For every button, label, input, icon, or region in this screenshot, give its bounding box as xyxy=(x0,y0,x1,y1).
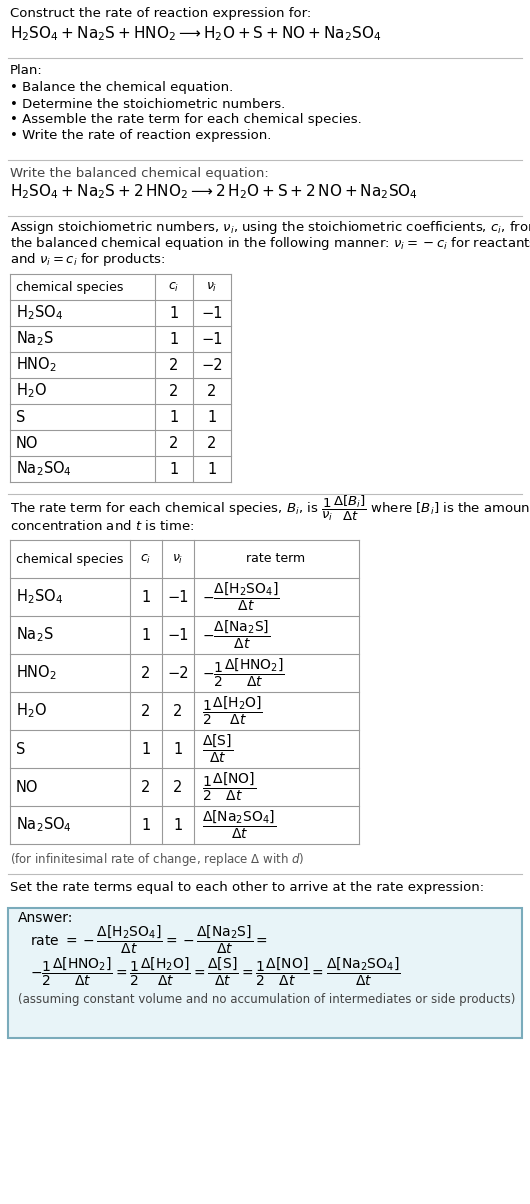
Text: S: S xyxy=(16,742,25,756)
Text: $\dfrac{\Delta[\mathrm{S}]}{\Delta t}$: $\dfrac{\Delta[\mathrm{S}]}{\Delta t}$ xyxy=(202,733,233,766)
Text: 2: 2 xyxy=(173,703,183,719)
Text: 2: 2 xyxy=(169,436,179,450)
FancyBboxPatch shape xyxy=(8,908,522,1038)
Text: 2: 2 xyxy=(207,436,217,450)
Text: rate term: rate term xyxy=(246,553,306,566)
Text: • Balance the chemical equation.: • Balance the chemical equation. xyxy=(10,82,233,94)
Text: 1: 1 xyxy=(173,818,183,832)
Text: 2: 2 xyxy=(207,384,217,399)
Text: 2: 2 xyxy=(169,384,179,399)
Text: Write the balanced chemical equation:: Write the balanced chemical equation: xyxy=(10,167,269,181)
Text: $\mathrm{H_2O}$: $\mathrm{H_2O}$ xyxy=(16,702,47,720)
Text: and $\nu_i = c_i$ for products:: and $\nu_i = c_i$ for products: xyxy=(10,252,165,268)
Text: Plan:: Plan: xyxy=(10,64,43,77)
Text: −2: −2 xyxy=(201,358,223,372)
Text: $-\dfrac{1}{2}\dfrac{\Delta[\mathrm{HNO_2}]}{\Delta t}$: $-\dfrac{1}{2}\dfrac{\Delta[\mathrm{HNO_… xyxy=(202,657,285,689)
Text: Construct the rate of reaction expression for:: Construct the rate of reaction expressio… xyxy=(10,7,311,20)
Text: 1: 1 xyxy=(170,306,179,320)
Text: 1: 1 xyxy=(142,742,151,756)
Text: $\mathrm{HNO_2}$: $\mathrm{HNO_2}$ xyxy=(16,355,57,374)
Text: 1: 1 xyxy=(173,742,183,756)
Text: 1: 1 xyxy=(207,461,217,477)
Text: $\mathrm{HNO_2}$: $\mathrm{HNO_2}$ xyxy=(16,663,57,683)
Text: $\mathrm{H_2SO_4 + Na_2S + HNO_2 \longrightarrow H_2O + S + NO + Na_2SO_4}$: $\mathrm{H_2SO_4 + Na_2S + HNO_2 \longri… xyxy=(10,24,382,43)
Text: 2: 2 xyxy=(173,779,183,795)
Text: 2: 2 xyxy=(142,779,151,795)
Text: Set the rate terms equal to each other to arrive at the rate expression:: Set the rate terms equal to each other t… xyxy=(10,881,484,895)
Text: 1: 1 xyxy=(170,331,179,347)
Text: The rate term for each chemical species, $B_i$, is $\dfrac{1}{\nu_i}\dfrac{\Delt: The rate term for each chemical species,… xyxy=(10,494,530,523)
Text: NO: NO xyxy=(16,436,39,450)
Text: rate $= -\dfrac{\Delta[\mathrm{H_2SO_4}]}{\Delta t} = -\dfrac{\Delta[\mathrm{Na_: rate $= -\dfrac{\Delta[\mathrm{H_2SO_4}]… xyxy=(30,923,268,956)
Text: 2: 2 xyxy=(142,703,151,719)
Text: $\mathrm{H_2SO_4}$: $\mathrm{H_2SO_4}$ xyxy=(16,588,63,607)
Text: 2: 2 xyxy=(142,666,151,680)
Text: • Write the rate of reaction expression.: • Write the rate of reaction expression. xyxy=(10,130,271,142)
Text: • Assemble the rate term for each chemical species.: • Assemble the rate term for each chemic… xyxy=(10,113,362,126)
Text: chemical species: chemical species xyxy=(16,281,123,294)
Text: $c_i$: $c_i$ xyxy=(140,553,152,566)
Text: $\mathrm{Na_2S}$: $\mathrm{Na_2S}$ xyxy=(16,626,54,644)
Text: 1: 1 xyxy=(142,590,151,604)
Text: 1: 1 xyxy=(142,818,151,832)
Text: 2: 2 xyxy=(169,358,179,372)
Text: chemical species: chemical species xyxy=(16,553,123,566)
Text: 1: 1 xyxy=(142,627,151,643)
Text: $c_i$: $c_i$ xyxy=(169,281,180,294)
Text: Assign stoichiometric numbers, $\nu_i$, using the stoichiometric coefficients, $: Assign stoichiometric numbers, $\nu_i$, … xyxy=(10,219,530,236)
Text: • Determine the stoichiometric numbers.: • Determine the stoichiometric numbers. xyxy=(10,98,285,111)
Text: −1: −1 xyxy=(201,306,223,320)
Text: concentration and $t$ is time:: concentration and $t$ is time: xyxy=(10,519,194,533)
Text: NO: NO xyxy=(16,779,39,795)
Text: $\dfrac{\Delta[\mathrm{Na_2SO_4}]}{\Delta t}$: $\dfrac{\Delta[\mathrm{Na_2SO_4}]}{\Delt… xyxy=(202,809,276,842)
Text: $\nu_i$: $\nu_i$ xyxy=(172,553,184,566)
Text: (assuming constant volume and no accumulation of intermediates or side products): (assuming constant volume and no accumul… xyxy=(18,993,515,1007)
Text: 1: 1 xyxy=(170,461,179,477)
Text: (for infinitesimal rate of change, replace Δ with $d$): (for infinitesimal rate of change, repla… xyxy=(10,851,304,868)
Text: Answer:: Answer: xyxy=(18,911,73,925)
Text: $\mathrm{Na_2SO_4}$: $\mathrm{Na_2SO_4}$ xyxy=(16,815,72,834)
Text: $\mathrm{H_2SO_4 + Na_2S + 2\,HNO_2 \longrightarrow 2\,H_2O + S + 2\,NO + Na_2SO: $\mathrm{H_2SO_4 + Na_2S + 2\,HNO_2 \lon… xyxy=(10,183,418,201)
Text: −1: −1 xyxy=(201,331,223,347)
Text: S: S xyxy=(16,409,25,425)
Text: −2: −2 xyxy=(167,666,189,680)
Text: $-\dfrac{\Delta[\mathrm{H_2SO_4}]}{\Delta t}$: $-\dfrac{\Delta[\mathrm{H_2SO_4}]}{\Delt… xyxy=(202,580,279,613)
Text: $\mathrm{Na_2S}$: $\mathrm{Na_2S}$ xyxy=(16,330,54,348)
Text: the balanced chemical equation in the following manner: $\nu_i = -c_i$ for react: the balanced chemical equation in the fo… xyxy=(10,236,530,253)
Text: $\mathrm{H_2O}$: $\mathrm{H_2O}$ xyxy=(16,382,47,401)
Text: $\mathrm{H_2SO_4}$: $\mathrm{H_2SO_4}$ xyxy=(16,303,63,323)
Text: 1: 1 xyxy=(207,409,217,425)
Text: $\dfrac{1}{2}\dfrac{\Delta[\mathrm{NO}]}{\Delta t}$: $\dfrac{1}{2}\dfrac{\Delta[\mathrm{NO}]}… xyxy=(202,771,256,803)
Text: $-\dfrac{1}{2}\dfrac{\Delta[\mathrm{HNO_2}]}{\Delta t} = \dfrac{1}{2}\dfrac{\Del: $-\dfrac{1}{2}\dfrac{\Delta[\mathrm{HNO_… xyxy=(30,956,401,988)
Text: −1: −1 xyxy=(167,627,189,643)
Text: $\mathrm{Na_2SO_4}$: $\mathrm{Na_2SO_4}$ xyxy=(16,460,72,478)
Text: $\nu_i$: $\nu_i$ xyxy=(206,281,218,294)
Text: $\dfrac{1}{2}\dfrac{\Delta[\mathrm{H_2O}]}{\Delta t}$: $\dfrac{1}{2}\dfrac{\Delta[\mathrm{H_2O}… xyxy=(202,695,263,727)
Text: 1: 1 xyxy=(170,409,179,425)
Text: $-\dfrac{\Delta[\mathrm{Na_2S}]}{\Delta t}$: $-\dfrac{\Delta[\mathrm{Na_2S}]}{\Delta … xyxy=(202,619,270,651)
Text: −1: −1 xyxy=(167,590,189,604)
